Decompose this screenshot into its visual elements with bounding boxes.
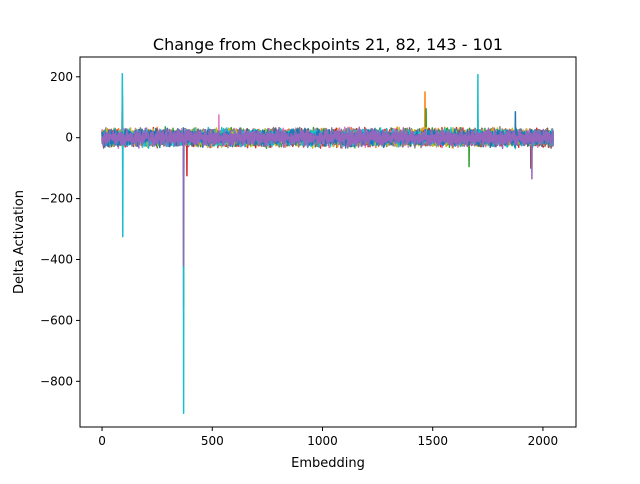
y-tick-label: −400 [40, 253, 73, 267]
series-line [101, 73, 555, 415]
x-tick-label: 2000 [528, 434, 559, 448]
series-line [101, 126, 554, 267]
chart-title: Change from Checkpoints 21, 82, 143 - 10… [153, 35, 503, 54]
y-tick-label: 200 [50, 70, 73, 84]
y-axis-label: Delta Activation [12, 190, 27, 294]
y-tick-label: 0 [65, 131, 73, 145]
series-line [101, 91, 555, 309]
x-tick-label: 1000 [307, 434, 338, 448]
y-axis-ticks: 200 0 −200 −400 −600 −800 [40, 70, 80, 388]
y-tick-label: −800 [40, 374, 73, 388]
x-axis-label: Embedding [291, 456, 365, 471]
x-tick-label: 1500 [417, 434, 448, 448]
y-tick-label: −600 [40, 313, 73, 327]
x-axis-ticks: 0 500 1000 1500 2000 [98, 427, 558, 448]
series-line [101, 86, 555, 168]
y-tick-label: −200 [40, 192, 73, 206]
plot-frame [79, 56, 577, 428]
x-tick-label: 0 [98, 434, 106, 448]
series-layer [101, 73, 555, 415]
x-tick-label: 500 [201, 434, 224, 448]
